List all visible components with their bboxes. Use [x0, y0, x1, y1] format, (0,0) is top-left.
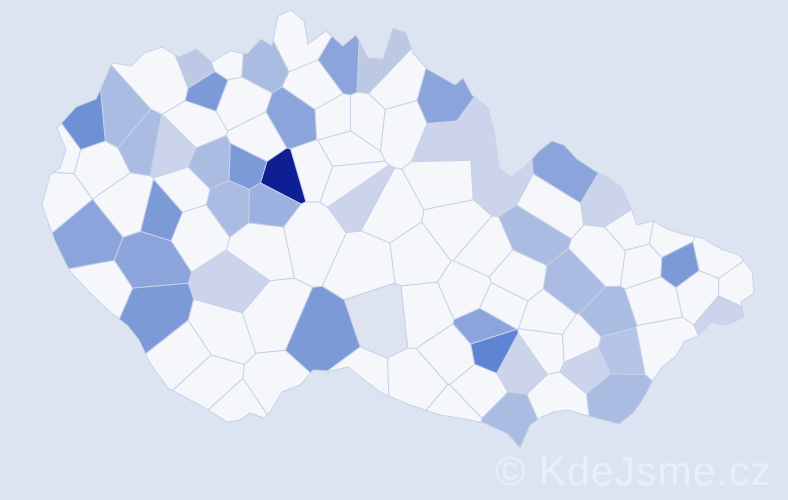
district[interactable]: [68, 259, 134, 320]
district[interactable]: [207, 377, 268, 423]
district[interactable]: [480, 391, 539, 449]
district[interactable]: [401, 159, 474, 211]
district[interactable]: [449, 363, 509, 419]
district[interactable]: [387, 347, 449, 411]
district[interactable]: [585, 373, 654, 425]
district[interactable]: [416, 67, 475, 124]
district[interactable]: [635, 316, 699, 382]
district[interactable]: [531, 140, 600, 204]
